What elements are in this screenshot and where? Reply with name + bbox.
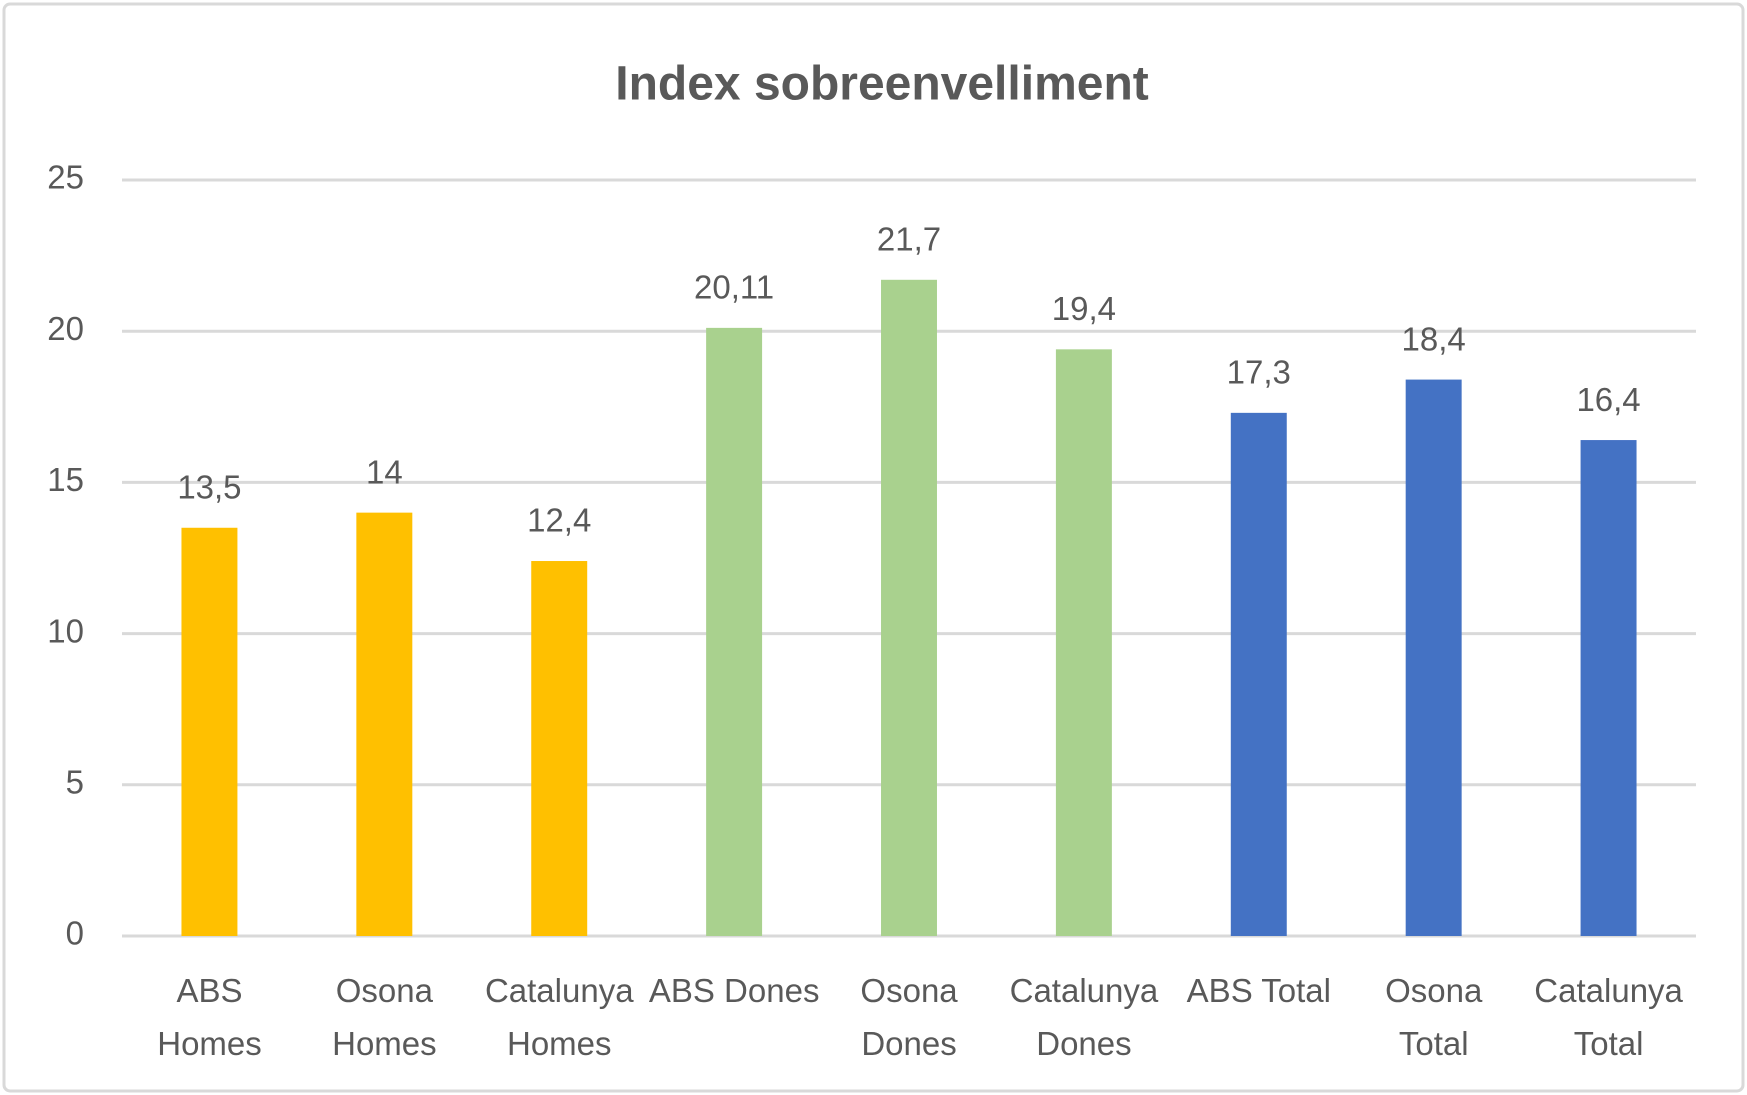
x-tick-label: ABS Total: [1186, 972, 1331, 1009]
x-tick-label: ABS Dones: [648, 972, 820, 1009]
data-label: 18,4: [1402, 320, 1466, 357]
bar: [1055, 349, 1112, 936]
y-tick-label: 5: [66, 764, 84, 801]
bar: [1580, 440, 1637, 936]
data-label: 21,7: [877, 221, 941, 258]
bar: [881, 279, 937, 936]
data-label: 19,4: [1052, 290, 1116, 327]
y-tick-label: 25: [47, 159, 84, 196]
x-tick-label: Catalunya Total: [1534, 972, 1683, 1062]
chart-title: Index sobreenvelliment: [615, 58, 1149, 111]
y-tick-label: 10: [47, 612, 84, 649]
x-tick-label: Catalunya Homes: [484, 972, 634, 1062]
x-tick-label: Osona Dones: [860, 972, 958, 1062]
x-tick-label: Osona Homes: [332, 972, 437, 1062]
data-label: 12,4: [527, 502, 591, 539]
x-tick-label: Catalunya Dones: [1009, 972, 1159, 1062]
bar: [1230, 412, 1287, 936]
data-label: 20,11: [694, 269, 774, 306]
y-tick-label: 0: [66, 915, 84, 952]
bar: [181, 527, 238, 936]
x-tick-label: Osona Total: [1385, 972, 1483, 1062]
bar: [1405, 379, 1462, 937]
bar: [706, 327, 763, 936]
data-label: 17,3: [1227, 354, 1291, 391]
bar: [531, 561, 588, 936]
bar: [356, 512, 413, 936]
y-tick-label: 15: [47, 461, 84, 498]
data-label: 16,4: [1576, 381, 1640, 418]
y-tick-label: 20: [47, 310, 84, 347]
data-label: 13,5: [177, 468, 241, 505]
x-tick-label: ABS Homes: [157, 972, 262, 1062]
data-label: 14: [366, 453, 403, 490]
